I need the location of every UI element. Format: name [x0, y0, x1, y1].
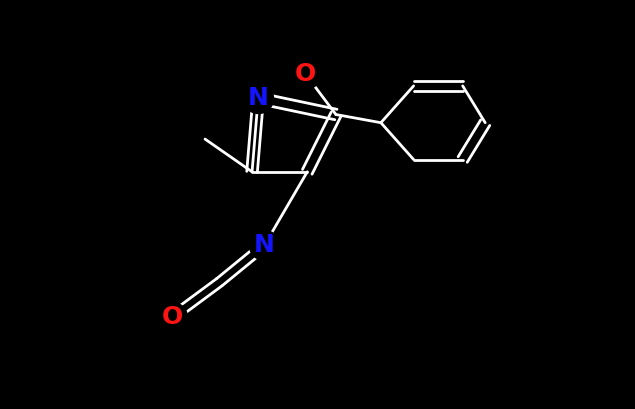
Text: N: N: [254, 234, 275, 257]
Text: O: O: [162, 305, 183, 329]
Text: N: N: [248, 86, 269, 110]
Text: O: O: [295, 62, 316, 85]
